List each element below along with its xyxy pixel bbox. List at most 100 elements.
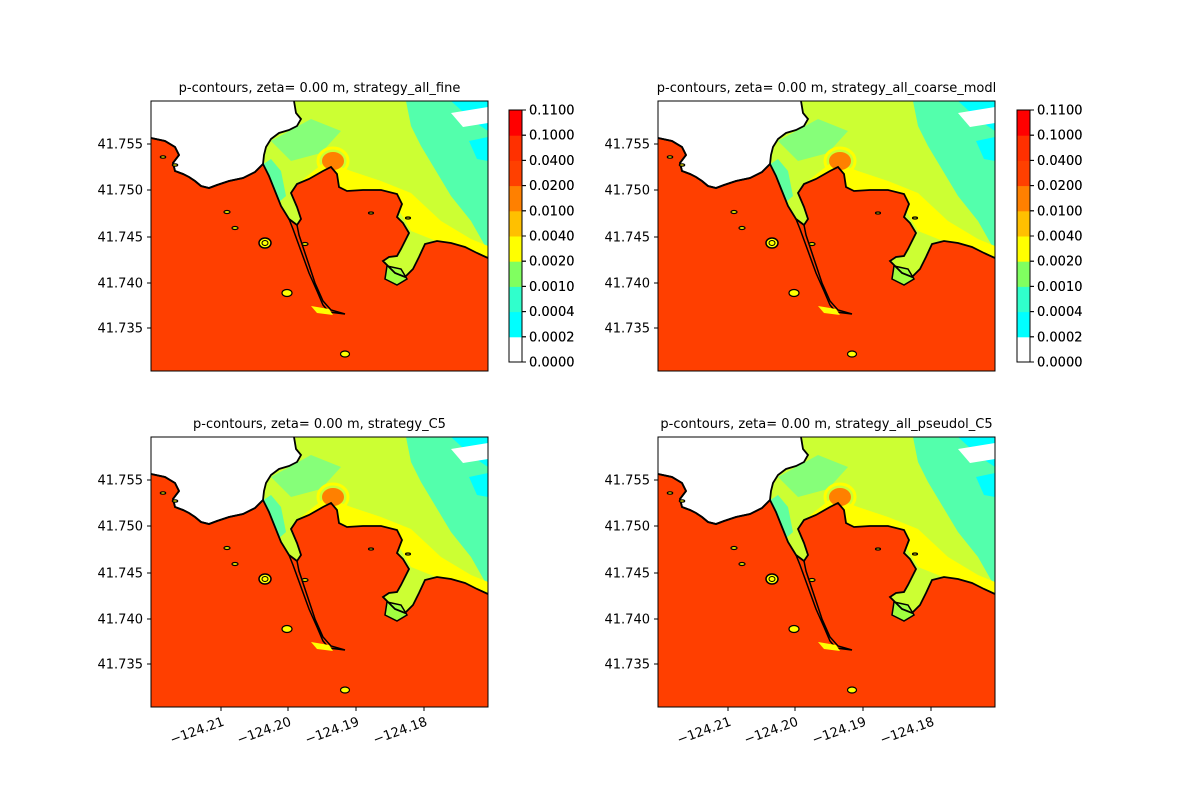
colorbar-tick-label: 0.1000	[1037, 129, 1083, 144]
harbor-inlet	[384, 601, 409, 622]
water-far-band	[406, 101, 488, 251]
colorbar-tick-label: 0.1000	[529, 129, 575, 144]
sand-spit	[287, 552, 346, 651]
island-5	[788, 288, 800, 298]
spit-tip-water	[311, 642, 333, 651]
island-5	[281, 624, 293, 634]
y-tick-label: 41.745	[98, 231, 144, 246]
sand-spit	[287, 216, 346, 315]
spit-tip-water	[818, 306, 840, 315]
colorbar-tick-label: 0.0200	[1037, 179, 1083, 194]
water-plume	[301, 497, 488, 597]
island-6	[339, 686, 351, 694]
colorbar-band	[1017, 286, 1030, 313]
colorbar-band	[1017, 135, 1030, 161]
water-north-patch	[778, 455, 848, 497]
colorbar-tick-label: 0.0400	[529, 154, 575, 169]
land	[151, 474, 488, 707]
rock-ring	[765, 237, 779, 249]
island-9	[808, 577, 816, 583]
colorbar-tick-label: 0.0200	[1037, 179, 1083, 194]
colorbar-tick-label: 0.0002	[529, 330, 575, 345]
colorbar-band	[509, 110, 522, 136]
island-2	[678, 163, 686, 167]
panel-title: p-contours, zeta= 0.00 m, strategy_all_f…	[179, 81, 461, 96]
colorbar-band	[1017, 210, 1030, 237]
island-2	[171, 499, 179, 503]
colorbar-tick-label: 0.0004	[1037, 305, 1083, 320]
colorbar-band	[509, 185, 522, 212]
island-4	[231, 561, 239, 567]
dry-land	[658, 101, 808, 188]
island-2	[678, 499, 686, 503]
island-4	[738, 225, 746, 231]
island-6	[339, 350, 351, 358]
x-tick-label: −124.19	[303, 715, 361, 748]
colorbar-band	[509, 286, 522, 313]
water-far-band	[913, 437, 995, 587]
colorbar-tick-label: 0.0020	[1037, 255, 1083, 270]
island-9	[808, 241, 816, 247]
x-tick-label: −124.21	[168, 715, 226, 748]
spit-tip-water	[818, 642, 840, 651]
colorbar-tick-label: 0.1100	[1037, 104, 1083, 119]
colorbar-tick-label: 0.0100	[1037, 204, 1083, 219]
x-tick-label: −124.19	[810, 715, 868, 748]
y-tick-label: 41.755	[98, 474, 144, 489]
colorbar-band	[509, 236, 522, 262]
x-tick-label: −124.21	[675, 715, 733, 748]
island-3	[223, 209, 231, 215]
colorbar-tick-label: 0.0020	[529, 255, 575, 270]
colorbar-band	[509, 210, 522, 237]
colorbar-tick-label: 0.0040	[1037, 230, 1083, 245]
panel-title: p-contours, zeta= 0.00 m, strategy_all_c…	[657, 81, 996, 96]
y-tick-label: 41.750	[605, 184, 651, 199]
colorbar-tick-label: 0.0020	[529, 255, 575, 270]
rock-ring-inner	[768, 240, 776, 246]
colorbar-band	[509, 135, 522, 161]
colorbar-tick-label: 0.0200	[529, 179, 575, 194]
x-tick-label: −124.18	[371, 715, 429, 748]
colorbar-tick-label: 0.0010	[1037, 280, 1083, 295]
island-7	[911, 552, 919, 556]
island-1	[666, 155, 674, 159]
dry-patch	[958, 107, 995, 127]
colorbar-band	[1017, 261, 1030, 287]
harbor-inlet	[891, 265, 916, 286]
colorbar-tick-label: 0.0400	[1037, 154, 1083, 169]
colorbar-band	[509, 336, 522, 363]
axes-frame	[150, 100, 489, 372]
island-1	[159, 155, 167, 159]
island-4	[231, 225, 239, 231]
colorbar-tick-label: 0.0040	[1037, 230, 1083, 245]
harbor-inlet	[891, 601, 916, 622]
colorbar-tick-label: 0.0004	[529, 305, 575, 320]
colorbar-band	[1017, 236, 1030, 262]
land	[151, 138, 488, 371]
dry-patch	[451, 107, 488, 127]
island-5	[788, 624, 800, 634]
y-tick-label: 41.740	[98, 613, 144, 628]
island-4	[738, 561, 746, 567]
island-7	[404, 216, 412, 220]
dry-land	[658, 437, 808, 524]
colorbar-tick-label: 0.0100	[529, 204, 575, 219]
colorbar-tick-label: 0.0000	[529, 356, 575, 371]
y-tick-label: 41.740	[605, 277, 651, 292]
panel-title: p-contours, zeta= 0.00 m, strategy_all_p…	[660, 417, 992, 432]
spit-tip-water	[311, 306, 333, 315]
map-area	[658, 437, 995, 707]
y-tick-label: 41.745	[98, 567, 144, 582]
rock-ring-inner	[768, 576, 776, 582]
y-tick-label: 41.735	[605, 322, 651, 337]
dry-land	[151, 437, 301, 524]
axes-frame	[657, 436, 996, 708]
y-tick-label: 41.735	[98, 322, 144, 337]
y-tick-label: 41.735	[605, 658, 651, 673]
water-plume	[301, 161, 488, 261]
axes-frame	[150, 436, 489, 708]
island-8	[874, 547, 882, 551]
map-area	[151, 101, 488, 371]
colorbar-tick-label: 0.0000	[1037, 356, 1083, 371]
